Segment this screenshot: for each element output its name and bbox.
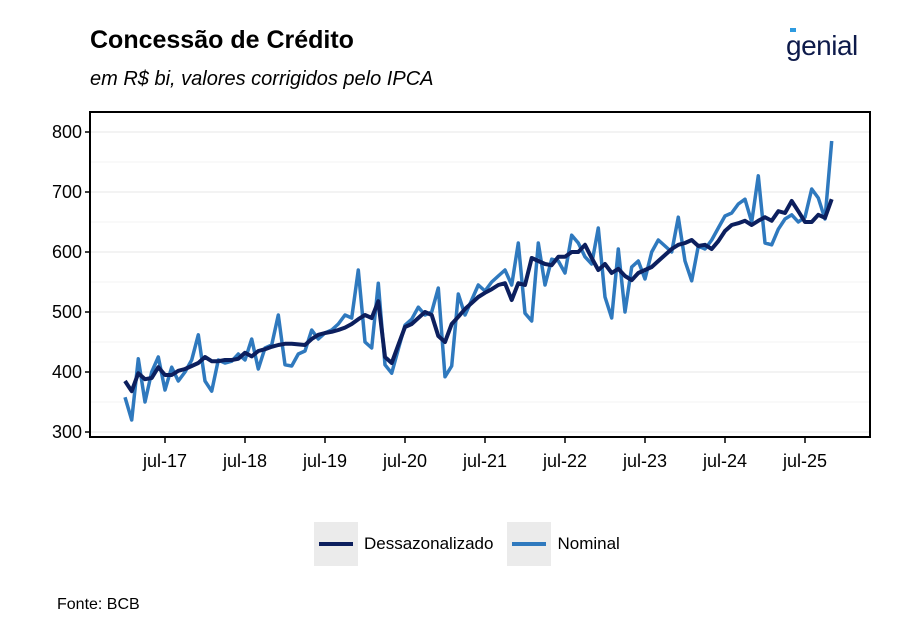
logo-text: genial [786, 30, 858, 61]
x-tick-label: jul-21 [462, 451, 507, 471]
x-tick-label: jul-18 [222, 451, 267, 471]
source-note: Fonte: BCB [57, 596, 140, 613]
logo-accent [790, 28, 796, 32]
x-tick-label: jul-22 [542, 451, 587, 471]
genial-logo: genial [786, 28, 858, 62]
y-tick-label: 700 [52, 182, 82, 202]
x-tick-label: jul-20 [382, 451, 427, 471]
series-line-nominal [123, 140, 834, 422]
x-tick-label: jul-19 [302, 451, 347, 471]
y-tick-label: 300 [52, 422, 82, 442]
plot-border [89, 111, 871, 438]
y-tick-label: 600 [52, 242, 82, 262]
legend: Dessazonalizado Nominal [314, 522, 634, 566]
y-tick-label: 800 [52, 122, 82, 142]
legend-label-dessazonalizado: Dessazonalizado [364, 534, 494, 553]
x-tick-label: jul-25 [782, 451, 827, 471]
legend-key-nominal [507, 522, 552, 566]
chart-subtitle: em R$ bi, valores corrigidos pelo IPCA [90, 68, 434, 90]
legend-label-nominal: Nominal [557, 534, 620, 553]
x-tick-label: jul-23 [622, 451, 667, 471]
y-tick-label: 500 [52, 302, 82, 322]
legend-key-dessazonalizado [314, 522, 358, 566]
y-tick-label: 400 [52, 362, 82, 382]
x-tick-label: jul-17 [142, 451, 187, 471]
chart-title: Concessão de Crédito [90, 26, 354, 54]
x-tick-label: jul-24 [702, 451, 747, 471]
